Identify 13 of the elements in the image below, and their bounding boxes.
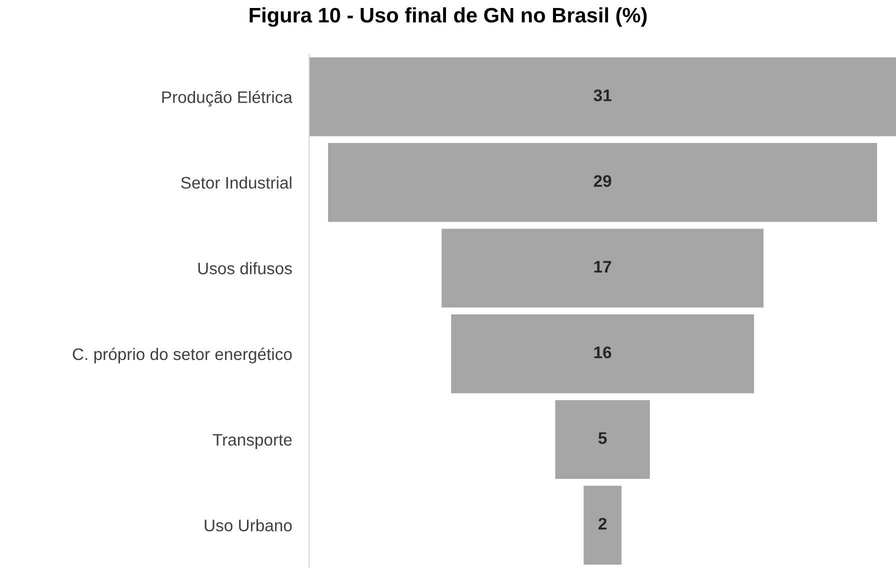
category-label: Usos difusos: [198, 262, 292, 274]
category-label: Produção Elétrica: [162, 90, 292, 106]
category-label: C. próprio do setor energético: [72, 348, 292, 364]
category-label: Setor Industrial: [181, 176, 292, 189]
category-label: Transporte: [212, 434, 292, 449]
data-label: 29: [594, 175, 612, 187]
text: Figura 10 - Uso final de GN no Brasil (%): [250, 7, 647, 27]
data-label: 17: [594, 260, 612, 272]
data-label: 16: [594, 346, 612, 358]
data-label: 31: [594, 89, 612, 102]
category-label: Uso Urbano: [204, 519, 292, 532]
data-label: 2: [598, 518, 607, 530]
data-label: 5: [598, 432, 607, 444]
